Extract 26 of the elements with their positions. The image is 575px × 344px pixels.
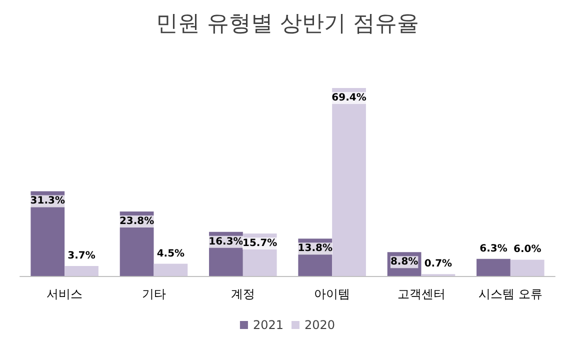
data-label: 4.5% — [156, 248, 185, 260]
legend-label: 2021 — [252, 318, 284, 332]
x-tick-label: 아이템 — [314, 287, 350, 301]
data-label: 3.7% — [68, 250, 96, 262]
bar — [64, 266, 98, 276]
chart-title: 민원 유형별 상반기 점유율 — [156, 12, 419, 36]
x-tick-label: 계정 — [230, 287, 255, 301]
data-label: 13.8% — [298, 243, 332, 254]
bar — [476, 258, 510, 276]
data-label: 6.3% — [480, 243, 508, 254]
data-label: 23.8% — [119, 216, 154, 228]
data-label: 6.0% — [513, 244, 542, 256]
bar — [332, 88, 366, 276]
data-label: 0.7% — [424, 258, 452, 270]
data-label: 15.7% — [242, 238, 278, 249]
data-label: 8.8% — [390, 256, 418, 268]
bar — [510, 260, 544, 276]
legend-label: 2020 — [304, 318, 336, 332]
x-tick-label: 기타 — [142, 287, 166, 301]
x-tick-label: 시스템 오류 — [478, 287, 542, 301]
bar — [154, 264, 188, 276]
x-tick-label: 서비스 — [46, 287, 83, 301]
data-label: 16.3% — [208, 236, 244, 248]
data-label: 31.3% — [30, 196, 65, 207]
data-label: 69.4% — [332, 92, 366, 104]
x-tick-label: 고객센터 — [397, 287, 446, 301]
